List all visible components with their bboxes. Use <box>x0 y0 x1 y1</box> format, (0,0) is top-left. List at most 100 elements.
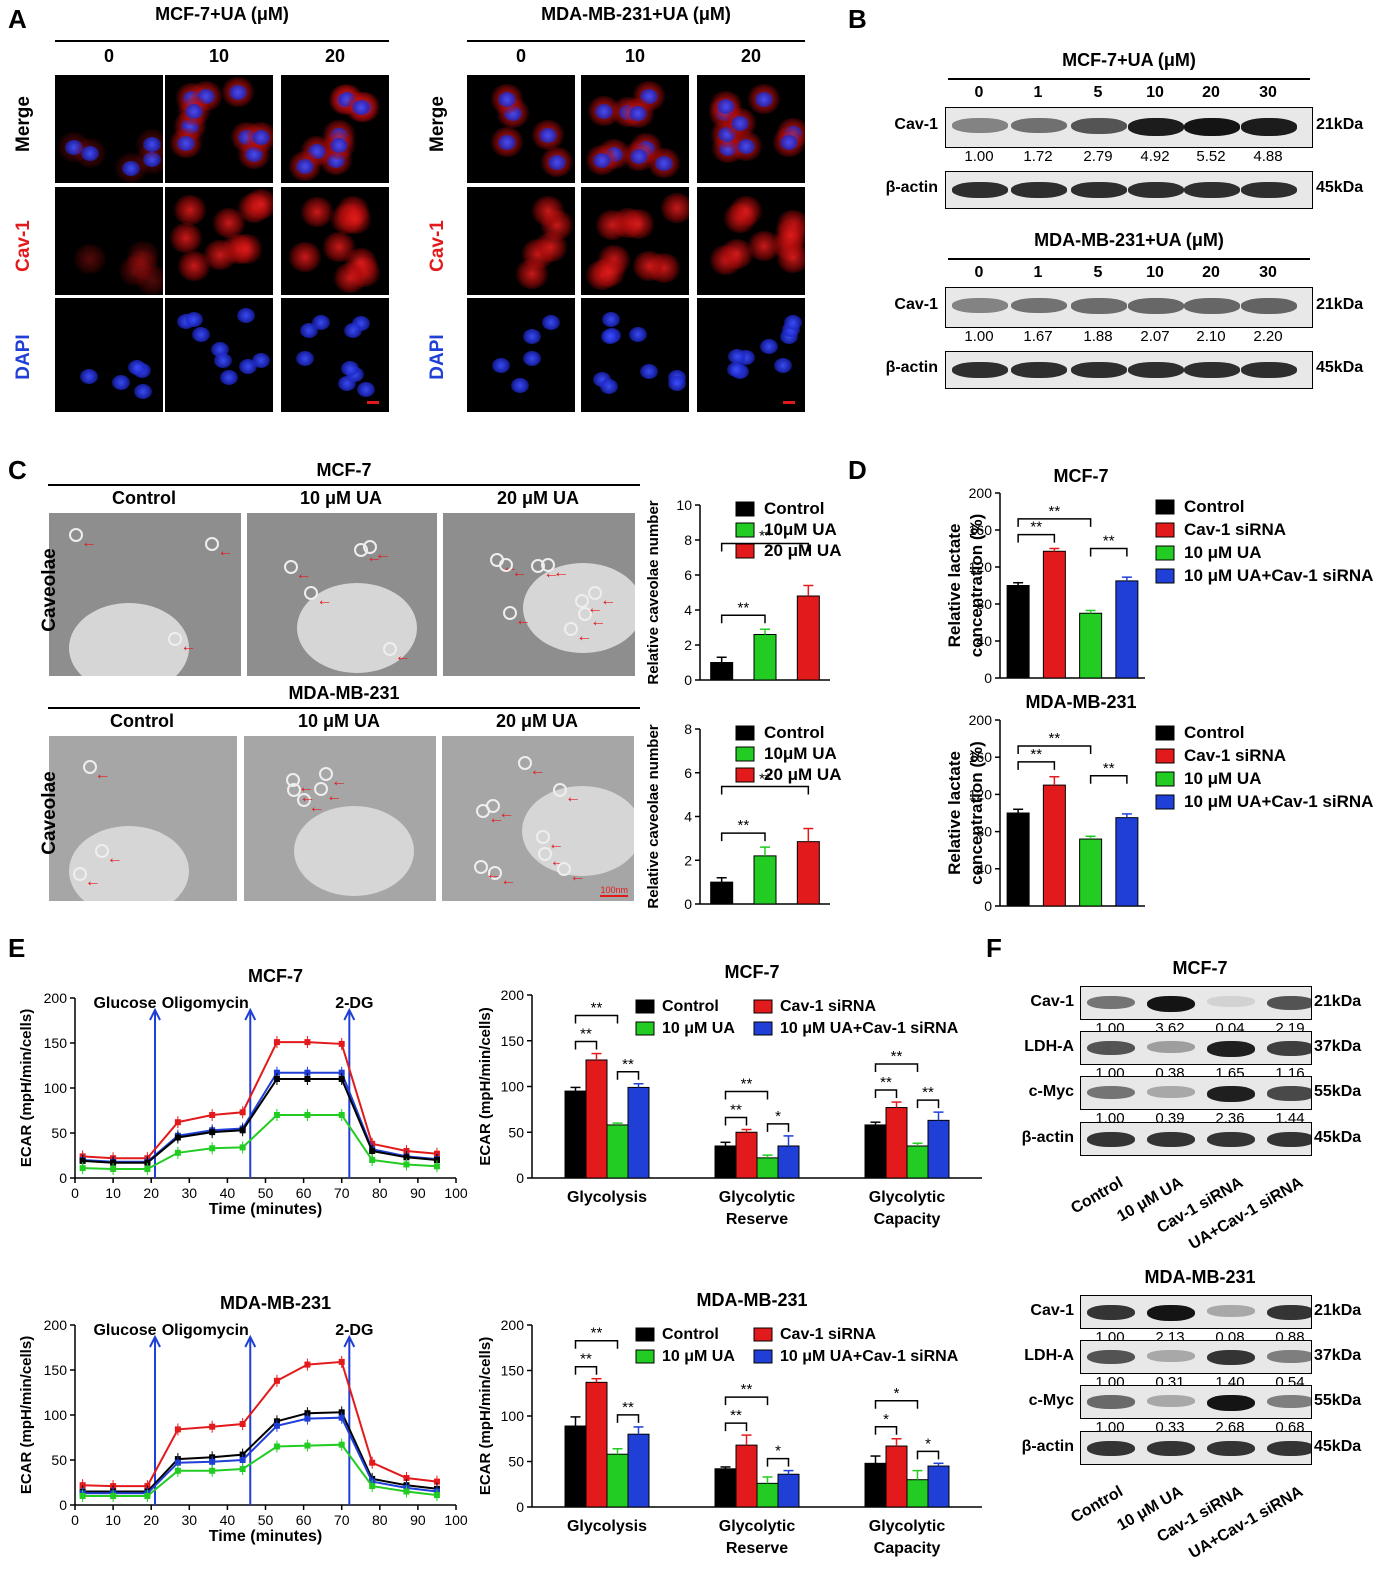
significance-label: ** <box>741 1076 753 1093</box>
bar <box>864 1462 887 1508</box>
significance-label: * <box>775 1443 781 1460</box>
red-arrow: ← <box>576 628 593 646</box>
blot-band <box>1128 298 1184 314</box>
cell-cav1-signal <box>172 194 207 225</box>
red-arrow: ← <box>298 779 315 797</box>
injection-label: Glucose <box>93 1322 156 1339</box>
significance-label: ** <box>759 528 771 545</box>
red-arrow: ← <box>498 804 515 822</box>
cell-cav1-signal <box>534 231 569 262</box>
red-arrow: ← <box>374 545 391 563</box>
micro-image-tile <box>281 75 389 183</box>
cell-nucleus <box>228 85 247 100</box>
caveola <box>314 781 329 796</box>
x-tick-label: 70 <box>334 1185 350 1201</box>
bar <box>564 1425 587 1508</box>
y-tick-label: 200 <box>969 712 993 728</box>
blot-quant-value: 5.52 <box>1196 148 1226 165</box>
y-tick-label: 100 <box>501 1408 525 1424</box>
blot-dose-label: 10 <box>1146 264 1164 281</box>
cell-nucleus <box>219 369 238 385</box>
significance-label: ** <box>591 1325 603 1342</box>
micro-image-tile <box>581 187 689 295</box>
y-axis-label: Relative caveolae number <box>645 724 662 908</box>
blot-title: MCF-7 <box>1172 958 1228 978</box>
caveola <box>503 605 518 620</box>
injection-arrow-head <box>244 1334 257 1348</box>
cell-nucleus <box>547 154 566 170</box>
blot-kda-label: 21kDa <box>1314 993 1362 1010</box>
significance-bracket <box>724 1396 769 1406</box>
blot-dose-label: 0 <box>974 84 984 101</box>
bar <box>927 1465 950 1508</box>
legend-swatch <box>735 725 755 741</box>
blot-band <box>1147 1041 1195 1054</box>
cell-nucleus <box>629 148 648 164</box>
blot-strip-actin <box>945 171 1313 209</box>
cell-nucleus <box>295 159 314 175</box>
cell-nucleus <box>357 382 376 398</box>
micro-dose-label: 0 <box>103 46 114 66</box>
cell-nucleus <box>295 350 314 366</box>
micro-image-tile <box>697 298 805 412</box>
y-axis-label: ECAR (mpH/min/cells) <box>18 1009 35 1167</box>
bar <box>1042 784 1066 907</box>
legend-label: 10 μM UA <box>1184 543 1261 562</box>
blot-row-label: β-actin <box>885 179 938 196</box>
blot-band <box>1207 1395 1255 1411</box>
blot-strip <box>1080 986 1312 1020</box>
red-arrow: ← <box>569 867 586 885</box>
caveola <box>82 760 97 775</box>
series-line <box>82 1078 438 1164</box>
blot-quant-value: 1.00 <box>964 148 994 165</box>
y-tick-label: 150 <box>44 1362 68 1378</box>
bar <box>735 1444 758 1508</box>
cell-nucleus <box>497 91 516 107</box>
bar <box>777 1145 800 1179</box>
injection-label: Oligomycin <box>162 995 249 1012</box>
category-label: Glycolysis <box>567 1189 647 1206</box>
cell-nucleus <box>238 358 257 374</box>
micro-dose-label: 20 <box>740 46 762 66</box>
significance-bracket <box>1017 761 1056 770</box>
micro-dose-label: 10 <box>208 46 230 66</box>
cell-nucleus <box>759 339 778 355</box>
cell-cav1-signal <box>169 223 203 254</box>
y-tick-label: 50 <box>51 1452 67 1468</box>
micro-image-tile <box>467 75 575 183</box>
micro-group-title: MCF-7+UA (μM) <box>155 4 289 24</box>
legend-swatch <box>735 522 755 538</box>
blot-kda-label: 21kDa <box>1316 296 1364 313</box>
caveola <box>354 543 369 558</box>
micro-dose-label: 20 <box>324 46 346 66</box>
significance-label: * <box>883 1411 889 1428</box>
y-tick-label: 150 <box>501 1033 525 1049</box>
blot-kda-label: 55kDa <box>1314 1083 1362 1100</box>
cell-cav1-signal <box>203 239 238 270</box>
category-label: Capacity <box>874 1211 941 1228</box>
cell-nucleus <box>340 360 359 376</box>
micro-image-tile <box>165 75 273 183</box>
cell-nucleus <box>213 352 232 368</box>
bar <box>585 1381 608 1508</box>
significance-bracket <box>1089 775 1128 784</box>
y-tick-label: 160 <box>969 749 993 765</box>
cell-cav1-signal <box>300 197 335 228</box>
y-tick-label: 2 <box>684 852 692 868</box>
y-tick-label: 4 <box>684 602 692 618</box>
injection-label: 2-DG <box>335 1322 373 1339</box>
x-tick-label: 40 <box>220 1185 236 1201</box>
blot-quant-value: 4.88 <box>1253 148 1283 165</box>
injection-arrow-head <box>149 1007 161 1021</box>
blot-kda-label: 45kDa <box>1316 359 1364 376</box>
legend-label: Cav-1 siRNA <box>1184 520 1286 539</box>
legend-label: 10 μM UA <box>662 1020 735 1037</box>
cell-cav1-signal <box>591 256 626 287</box>
micro-image-tile <box>55 187 163 295</box>
bar <box>1006 812 1030 907</box>
y-tick-label: 0 <box>516 1499 524 1515</box>
cell-nucleus <box>754 92 773 108</box>
blot-band <box>952 118 1008 133</box>
blot-band <box>1071 118 1127 135</box>
